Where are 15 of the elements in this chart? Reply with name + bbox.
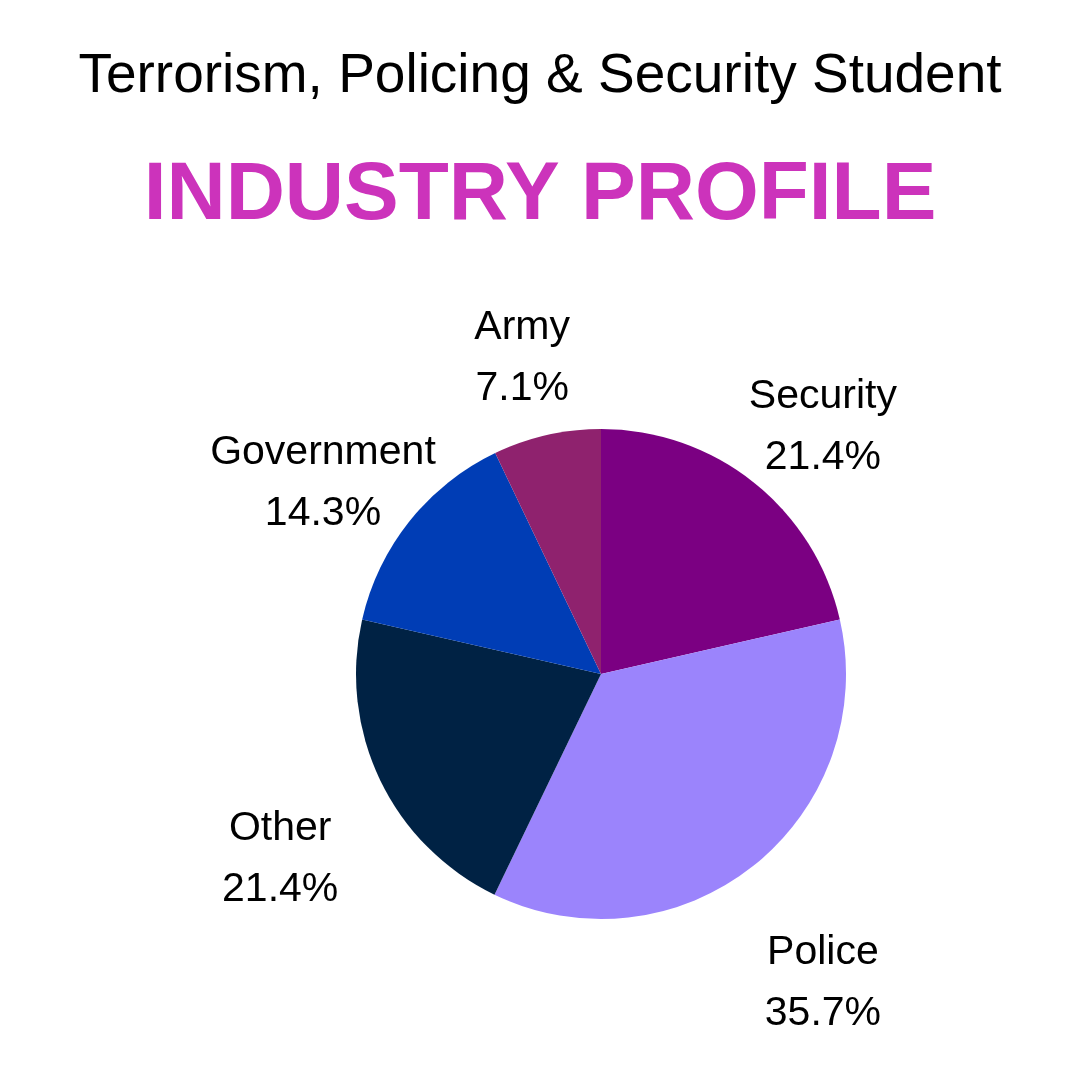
data-label: 14.3% (264, 487, 382, 534)
slice-label: Army (474, 301, 571, 348)
data-label: 21.4% (222, 864, 339, 911)
pie-slice (495, 429, 601, 674)
data-label: 21.4% (764, 431, 882, 478)
slice-label: Police (767, 927, 879, 974)
slice-label: Government (210, 426, 437, 473)
pie-slice (356, 619, 601, 895)
chart-title: Terrorism, Policing & Security Student (78, 41, 1002, 104)
data-label: 7.1% (475, 362, 569, 409)
data-label: 35.7% (764, 988, 882, 1035)
pie-slice (494, 619, 846, 919)
slice-label: Other (228, 803, 332, 850)
chart-subtitle: INDUSTRY PROFILE (143, 144, 937, 236)
slice-label: Security (748, 370, 898, 417)
